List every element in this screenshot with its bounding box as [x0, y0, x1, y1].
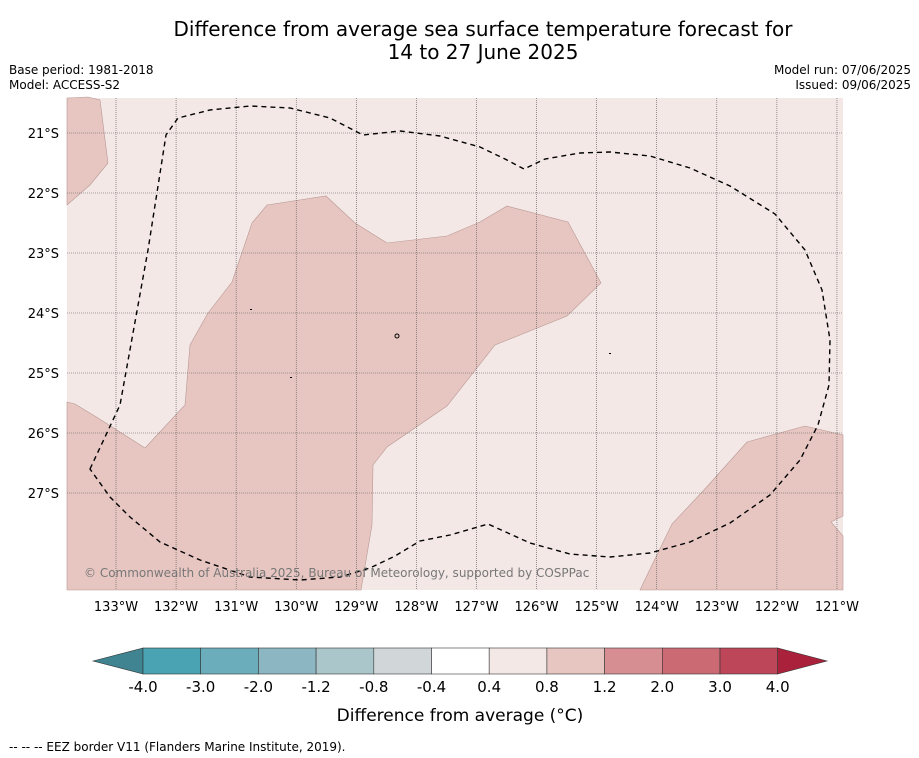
colorbar-tick-label: -0.4 [417, 678, 446, 696]
colorbar-segment [661, 647, 721, 675]
island-marker [290, 377, 292, 378]
colorbar-under-arrow [91, 647, 144, 675]
base-period: Base period: 1981-2018 [9, 63, 154, 77]
colorbar-segment [258, 647, 317, 675]
lon-label: 126°W [514, 600, 558, 615]
lon-label: 130°W [274, 600, 318, 615]
lon-label: 125°W [575, 600, 619, 615]
lon-label: 131°W [214, 600, 258, 615]
lon-label: 121°W [815, 600, 859, 615]
lon-label: 132°W [154, 600, 198, 615]
colorbar-segment [315, 647, 375, 675]
warm-region-northwest [66, 96, 109, 206]
colorbar-segment [200, 647, 259, 675]
copyright-notice: © Commonwealth of Australia 2025, Bureau… [84, 566, 589, 580]
meta-right: Model run: 07/06/2025 Issued: 09/06/2025 [774, 63, 911, 93]
title-line-1: Difference from average sea surface temp… [173, 17, 793, 41]
island-marker [609, 353, 611, 354]
issued-date: Issued: 09/06/2025 [795, 78, 911, 92]
island-marker [250, 309, 252, 310]
lon-label: 123°W [695, 600, 739, 615]
colorbar-tick-label: -2.0 [244, 678, 273, 696]
map-gridlines [67, 98, 843, 590]
colorbar-tick-label: -3.0 [186, 678, 215, 696]
colorbar-segment [719, 647, 779, 675]
lat-label: 26°S [28, 427, 59, 442]
colorbar-segment [488, 647, 548, 675]
lon-label: 122°W [755, 600, 799, 615]
lat-label: 21°S [28, 127, 59, 142]
eez-border [89, 105, 831, 581]
model-run: Model run: 07/06/2025 [773, 63, 911, 77]
colorbar-tick-label: 2.0 [650, 678, 674, 696]
colorbar-tick-label: 0.4 [477, 678, 501, 696]
lat-label: 24°S [28, 307, 59, 322]
meta-left: Base period: 1981-2018 Model: ACCESS-S2 [9, 63, 154, 93]
colorbar-segment [373, 647, 432, 675]
colorbar-tick-label: 3.0 [708, 678, 732, 696]
island-marker [394, 333, 400, 339]
warm-anomaly-regions [66, 96, 844, 591]
colorbar-tick-label: -4.0 [128, 678, 157, 696]
lon-label: 127°W [454, 600, 498, 615]
lat-label: 22°S [28, 187, 59, 202]
lon-label: 128°W [394, 600, 438, 615]
page-title: Difference from average sea surface temp… [0, 18, 919, 64]
colorbar-over-arrow [777, 647, 829, 675]
colorbar-tick-label: 0.8 [535, 678, 559, 696]
lat-label: 25°S [28, 367, 59, 382]
islands [250, 309, 611, 378]
colorbar-segment [546, 647, 605, 675]
title-line-2: 14 to 27 June 2025 [387, 40, 579, 64]
colorbar-tick-label: 4.0 [766, 678, 790, 696]
colorbar-segment [142, 647, 202, 675]
warm-region-central [66, 195, 602, 591]
latitude-labels: 21°S 22°S 23°S 24°S 25°S 26°S 27°S [28, 127, 59, 502]
lon-label: 133°W [94, 600, 138, 615]
lat-label: 23°S [28, 247, 59, 262]
colorbar-segment [431, 647, 490, 675]
colorbar-tick-label: -0.8 [359, 678, 388, 696]
lat-label: 27°S [28, 487, 59, 502]
lon-label: 124°W [635, 600, 679, 615]
colorbar-tick-label: -1.2 [301, 678, 330, 696]
colorbar-tick-label: 1.2 [593, 678, 617, 696]
colorbar-segment [604, 647, 663, 675]
lon-label: 129°W [334, 600, 378, 615]
longitude-labels: 133°W 132°W 131°W 130°W 129°W 128°W 127°W 126°W… [94, 600, 859, 615]
eez-footnote: -- -- -- EEZ border V11 (Flanders Marine… [9, 740, 346, 754]
colorbar: -4.0 -3.0 -2.0 -1.2 -0.8 -0.4 0.4 0.8 1.2 2.0 3.0 4… [91, 647, 829, 696]
model-name: Model: ACCESS-S2 [9, 78, 121, 92]
warm-region-southeast [639, 425, 844, 591]
colorbar-label: Difference from average (°C) [337, 706, 584, 726]
